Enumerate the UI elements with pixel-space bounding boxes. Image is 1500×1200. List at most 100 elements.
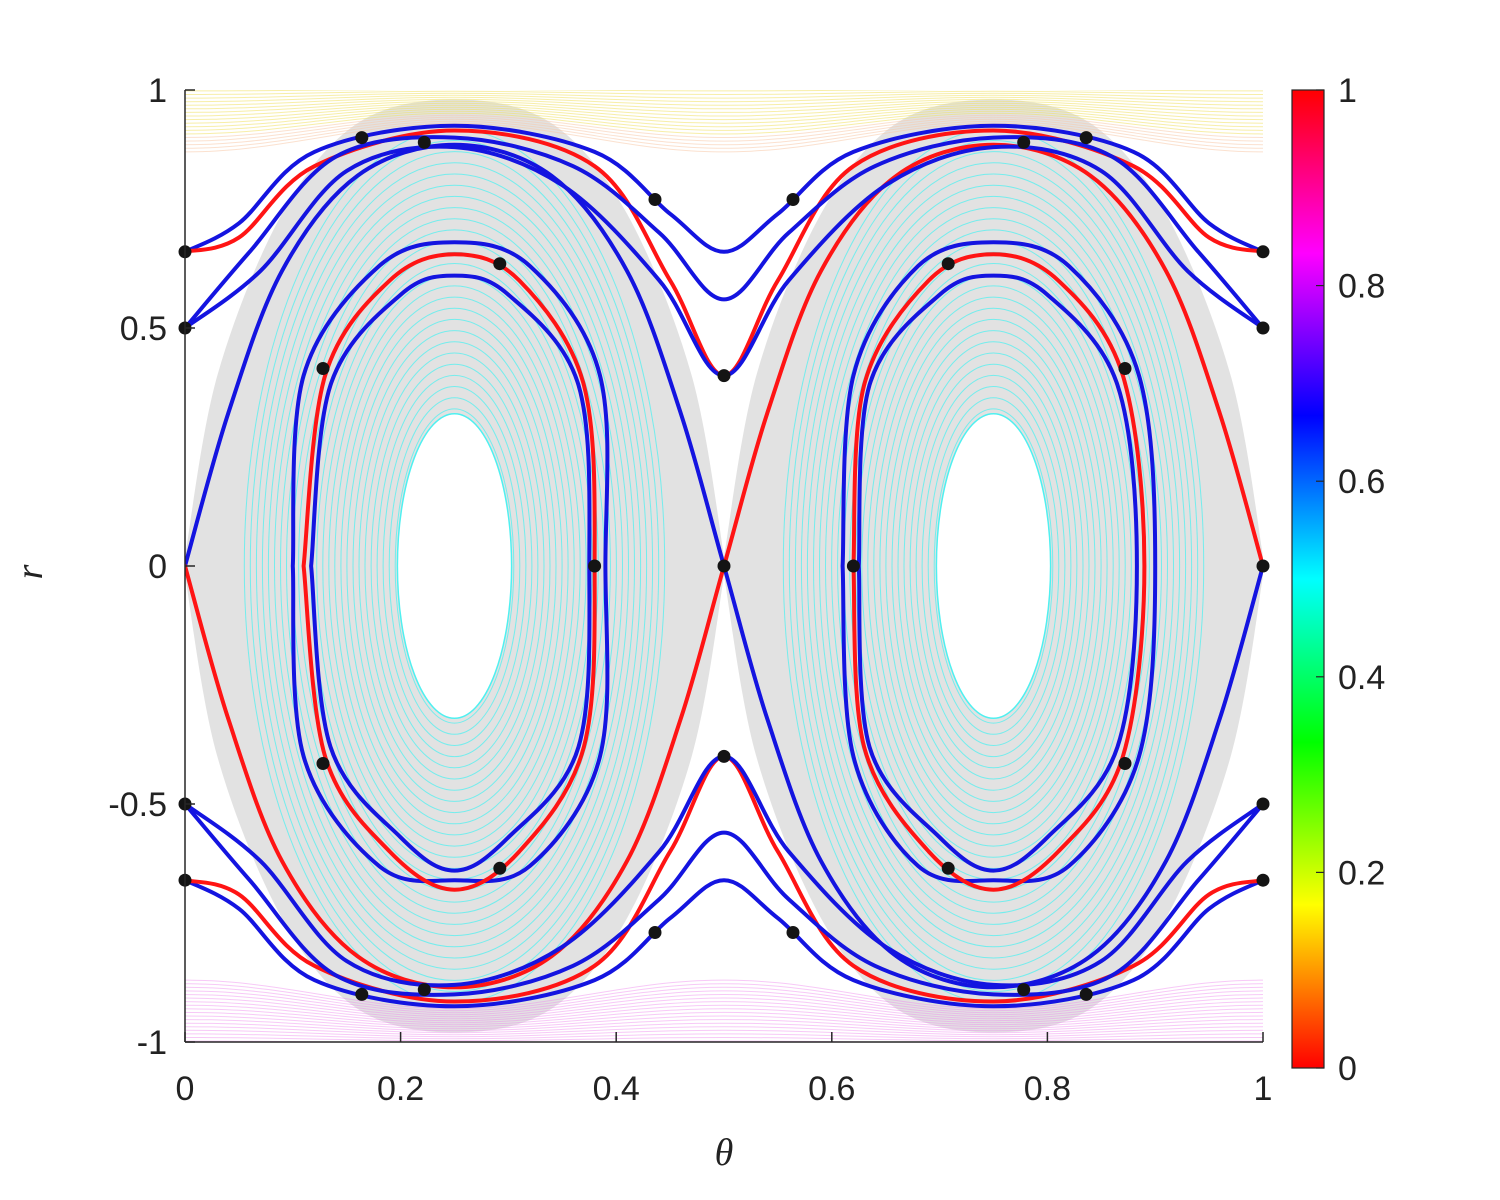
y-axis-label: r [9, 564, 51, 579]
invariant-curve-12 [185, 878, 1263, 1009]
x-axis-label: θ [715, 1132, 734, 1174]
x-tick-label: 0 [176, 1070, 195, 1108]
island-orbit [909, 363, 1078, 769]
period-point-22 [493, 861, 507, 875]
period-point-16 [717, 559, 731, 573]
island-orbit [328, 285, 581, 847]
island-orbit [897, 341, 1090, 791]
lower-invariant-curve [185, 1022, 1263, 1034]
invariant-curve-4 [851, 252, 1147, 892]
island-orbit [800, 162, 1187, 970]
period-point-10 [493, 257, 507, 271]
island-orbit [280, 195, 629, 937]
period-point-8 [1256, 245, 1270, 259]
period-point-11 [941, 257, 955, 271]
period-point-2 [355, 131, 369, 145]
lower-invariant-curve [185, 1015, 1263, 1030]
y-axis-ticks: -1 -0.5 0 0.5 1 [108, 72, 195, 1062]
x-tick-label: 1 [1254, 1070, 1273, 1108]
period-point-21 [717, 749, 731, 763]
island-orbit [825, 207, 1162, 925]
upper-invariant-curve [185, 118, 1263, 146]
lower-invariant-curve [185, 1033, 1263, 1040]
island-orbit [873, 296, 1114, 836]
period-point-14 [717, 369, 731, 383]
invariant-curve-10 [185, 135, 1263, 330]
period-point-19 [316, 757, 330, 770]
island-orbit [903, 352, 1084, 780]
period-point-23 [941, 861, 955, 875]
period-point-33 [1079, 987, 1093, 1001]
island-orbit [813, 184, 1174, 948]
lower-invariant-curve [185, 990, 1263, 1016]
invariant-curve-layer [185, 123, 1263, 1009]
upper-invariant-curve [185, 96, 1263, 106]
island-orbit [388, 397, 521, 735]
period-point-12 [316, 362, 330, 375]
period-point-15 [588, 559, 602, 573]
lower-invariant-curve [185, 1040, 1263, 1042]
island-orbit [819, 195, 1168, 937]
island-orbit [891, 330, 1096, 802]
island-orbit [394, 408, 515, 724]
upper-invariant-curve [185, 106, 1263, 124]
invariant-curve-0 [290, 240, 610, 884]
colorbar-ticks: 0 0.2 0.4 0.6 0.8 1 [1316, 72, 1385, 1088]
island-orbit [867, 285, 1120, 847]
colorbar-tick-label: 1 [1338, 72, 1357, 110]
upper-invariant-curve [185, 98, 1263, 110]
island-orbit-group [782, 128, 1205, 1004]
island-orbit [921, 386, 1066, 746]
y-tick-label: -1 [137, 1024, 167, 1062]
upper-invariant-curve [185, 104, 1263, 121]
period-point-layer [178, 131, 1270, 1001]
lower-invariant-curve [185, 1004, 1263, 1024]
island-orbit [885, 318, 1102, 814]
island-orbit [837, 229, 1150, 903]
lower-invariant-curve [185, 1037, 1263, 1042]
island-orbit [334, 296, 575, 836]
period-point-26 [1256, 797, 1270, 811]
island-orbit [933, 408, 1054, 724]
lower-invariant-curve [185, 1026, 1263, 1036]
period-point-18 [1256, 559, 1270, 573]
lower-invariant-curve [185, 1029, 1263, 1038]
period-point-4 [648, 193, 662, 206]
x-axis-ticks: 0 0.2 0.4 0.6 0.8 1 [176, 1032, 1273, 1108]
invariant-curve-14 [185, 802, 1263, 997]
colorbar-tick-label: 0.2 [1338, 854, 1385, 892]
colorbar-tick-label: 0.4 [1338, 659, 1385, 697]
island-orbit [249, 140, 660, 992]
upper-invariant-curve [185, 114, 1263, 139]
upper-invariant-curve [185, 108, 1263, 128]
x-tick-label: 0.4 [593, 1070, 640, 1108]
island-orbit [298, 229, 611, 903]
period-point-28 [648, 926, 662, 939]
lower-invariant-curve [185, 1008, 1263, 1026]
island-orbit [879, 307, 1108, 825]
colorbar-tick-label: 0.6 [1338, 463, 1385, 501]
upper-invariant-curve [185, 92, 1263, 99]
island-orbit [915, 374, 1072, 758]
upper-invariant-curve [185, 122, 1263, 153]
island-core [396, 412, 513, 720]
y-tick-label: 0.5 [120, 310, 167, 348]
island-orbit [364, 352, 545, 780]
period-point-9 [1256, 321, 1270, 335]
island-orbit [340, 307, 569, 825]
x-tick-label: 0.8 [1024, 1070, 1071, 1108]
island-orbit [255, 151, 654, 981]
colorbar [1291, 89, 1325, 1069]
island-orbit [286, 207, 623, 925]
island-core [935, 412, 1052, 720]
island-orbit [806, 173, 1181, 959]
invariant-curve-8 [185, 123, 1263, 254]
island-orbit [358, 341, 551, 791]
upper-invariant-curve [185, 90, 1263, 95]
upper-invariant-curve [185, 110, 1263, 131]
upper-invariant-curve [185, 116, 1263, 142]
period-point-20 [1118, 757, 1132, 770]
upper-invariant-curve [185, 112, 1263, 135]
lower-invariant-curve [185, 1011, 1263, 1028]
